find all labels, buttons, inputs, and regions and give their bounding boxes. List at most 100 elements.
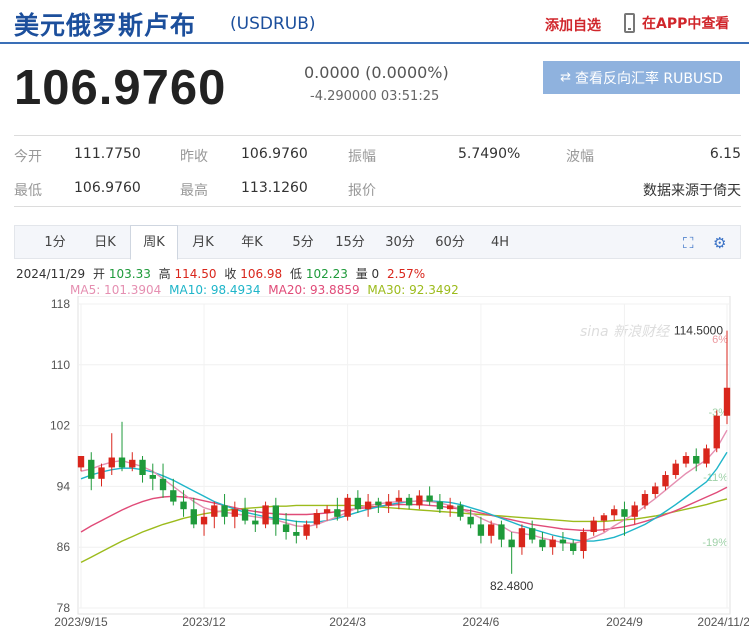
- candle-body: [221, 505, 228, 517]
- max-price-label: 114.5000: [674, 324, 723, 338]
- ma10-label: MA10: 98.4934: [169, 283, 261, 297]
- add-watchlist-link[interactable]: 添加自选: [545, 18, 601, 34]
- candle-body: [108, 457, 115, 468]
- plot-area: [77, 296, 731, 615]
- y-tick-label: 94: [57, 479, 71, 493]
- candle-body: [652, 486, 659, 494]
- candle-body: [498, 524, 505, 540]
- candle-body: [477, 524, 485, 536]
- candle-body: [313, 513, 321, 525]
- stat-value-high: 113.1260: [241, 180, 308, 196]
- pair-title: 美元俄罗斯卢布: [14, 11, 197, 40]
- tab-60min[interactable]: 60分: [435, 235, 465, 250]
- tab-monthly[interactable]: 月K: [192, 235, 214, 250]
- candle-date: 2024/11/29: [16, 267, 86, 281]
- candle-body: [344, 497, 351, 517]
- y-tick-label: 110: [51, 358, 70, 372]
- candle-body: [693, 456, 700, 464]
- candle-body: [703, 448, 710, 464]
- candle-body: [580, 532, 587, 551]
- candle-body: [303, 524, 310, 536]
- stat-label-quote: 报价: [348, 183, 376, 199]
- stat-label-prev-close: 昨收: [180, 149, 208, 165]
- candle-body: [375, 501, 382, 506]
- tab-5min[interactable]: 5分: [292, 235, 314, 250]
- candle-body: [723, 387, 731, 416]
- ma5-label: MA5: 101.3904: [70, 283, 162, 297]
- tab-yearly[interactable]: 年K: [241, 235, 263, 250]
- ma20-label: MA20: 93.8859: [268, 283, 360, 297]
- ma-info-line: MA5: 101.3904 MA10: 98.4934 MA20: 93.885…: [70, 283, 463, 297]
- candle-body: [487, 524, 495, 536]
- x-tick-label: 2023/12: [182, 615, 226, 629]
- stat-value-volatility: 6.15: [709, 146, 741, 162]
- tab-30min[interactable]: 30分: [385, 235, 415, 250]
- x-tick-label: 2024/11/29: [697, 615, 749, 629]
- close-value: 106.98: [240, 267, 283, 281]
- x-tick-label: 2023/9/15: [54, 615, 108, 629]
- tab-15min[interactable]: 15分: [335, 235, 365, 250]
- fullscreen-icon[interactable]: ⛶: [683, 234, 694, 252]
- open-in-app-label: 在APP中查看: [642, 16, 730, 32]
- candle-body: [180, 501, 187, 510]
- candle-body: [282, 524, 290, 532]
- pct-tick-label: 6%: [712, 334, 728, 346]
- stat-value-low: 106.9760: [74, 180, 141, 196]
- candle-body: [159, 478, 167, 491]
- candle-body: [570, 543, 577, 551]
- candle-body: [118, 457, 126, 468]
- candle-body: [293, 532, 300, 536]
- high-value: 114.50: [174, 267, 217, 281]
- open-label: 开: [93, 267, 106, 281]
- candle-body: [272, 505, 280, 525]
- reverse-rate-label: 查看反向汇率 RUBUSD: [574, 70, 723, 87]
- stat-label-high: 最高: [180, 183, 208, 199]
- candle-body: [426, 495, 433, 502]
- stat-value-prev-close: 106.9760: [241, 146, 308, 162]
- ma30-line: [80, 498, 728, 564]
- candle-body: [98, 467, 105, 479]
- candle-body: [682, 456, 690, 464]
- open-in-app-link[interactable]: 在APP中查看: [624, 12, 729, 34]
- candle-body: [170, 490, 177, 502]
- settings-gear-icon[interactable]: ⚙: [713, 234, 727, 252]
- candle-body: [364, 501, 372, 510]
- y-tick-label: 86: [57, 540, 71, 554]
- sina-watermark: sina 新浪财经: [580, 324, 671, 340]
- candle-body: [446, 505, 454, 510]
- candle-body: [662, 475, 669, 487]
- candle-body: [549, 539, 556, 548]
- weekly-kline-chart[interactable]: 11811010294867822%14%6%-3%-11%-19%sina 新…: [0, 296, 749, 631]
- tab-daily[interactable]: 日K: [94, 235, 116, 250]
- candle-body: [528, 528, 536, 540]
- swap-icon: ⇄: [560, 70, 571, 85]
- y-tick-label: 102: [50, 419, 70, 433]
- candle-info-line: 2024/11/29 开 103.33 高 114.50 收 106.98 低 …: [16, 265, 429, 282]
- tab-weekly[interactable]: 周K: [130, 225, 178, 260]
- candle-body: [190, 509, 197, 525]
- tab-1min[interactable]: 1分: [44, 235, 66, 250]
- tab-4h[interactable]: 4H: [490, 235, 510, 250]
- candle-body: [457, 505, 464, 517]
- candle-body: [149, 475, 156, 479]
- phone-icon: [624, 13, 635, 33]
- min-price-label: 82.4800: [490, 579, 534, 593]
- candle-body: [405, 497, 413, 506]
- x-tick-label: 2024/6: [463, 615, 500, 629]
- pct-tick-label: -3%: [708, 407, 728, 419]
- candle-body: [77, 456, 85, 468]
- candle-body: [385, 501, 392, 506]
- candle-body: [467, 516, 474, 525]
- x-tick-label: 2024/3: [329, 615, 366, 629]
- high-label: 高: [158, 267, 171, 281]
- candle-body: [672, 463, 679, 475]
- candle-body: [559, 539, 567, 544]
- ma10-line: [80, 451, 728, 542]
- reverse-rate-button[interactable]: ⇄ 查看反向汇率 RUBUSD: [543, 61, 740, 94]
- y-tick-label: 78: [57, 601, 71, 615]
- open-value: 103.33: [108, 267, 151, 281]
- vol-value: 0: [371, 267, 380, 281]
- candle-body: [211, 505, 218, 517]
- ma5-line: [80, 429, 728, 545]
- candle-body: [600, 515, 608, 521]
